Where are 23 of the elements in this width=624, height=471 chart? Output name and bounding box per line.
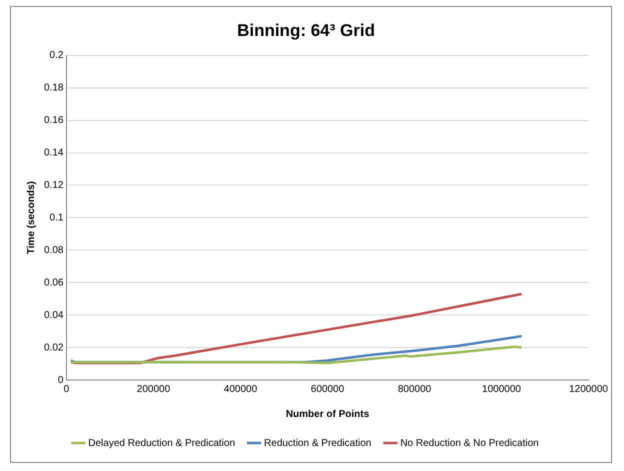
y-tick-label: 0.12 [44, 180, 64, 191]
x-tick-label: 600000 [310, 384, 345, 395]
y-tick-label: 0.08 [44, 244, 64, 256]
y-tick-label: 0 [58, 374, 64, 386]
x-tick-label: 400000 [224, 384, 258, 395]
y-tick-label: 0.18 [44, 82, 64, 94]
chart-title: Binning: 64³ Grid [237, 20, 375, 40]
y-axis-title: Time (seconds) [26, 181, 37, 254]
legend-label: Delayed Reduction & Predication [88, 438, 236, 449]
y-tick-label: 0.14 [44, 148, 64, 159]
x-tick-label: 1200000 [569, 384, 608, 395]
y-tick-label: 0.06 [44, 277, 64, 288]
y-tick-label: 0.04 [44, 310, 64, 321]
y-tick-label: 0.02 [44, 342, 64, 354]
legend-label: No Reduction & No Predication [400, 438, 539, 449]
legend-label: Reduction & Predication [264, 438, 372, 449]
x-tick-label: 200000 [136, 384, 171, 395]
x-tick-label: 800000 [398, 384, 432, 395]
x-axis-title: Number of Points [286, 408, 370, 420]
y-tick-label: 0.1 [50, 212, 64, 224]
y-tick-label: 0.2 [50, 50, 64, 62]
y-tick-label: 0.16 [44, 115, 64, 126]
x-tick-label: 1000000 [482, 384, 522, 395]
